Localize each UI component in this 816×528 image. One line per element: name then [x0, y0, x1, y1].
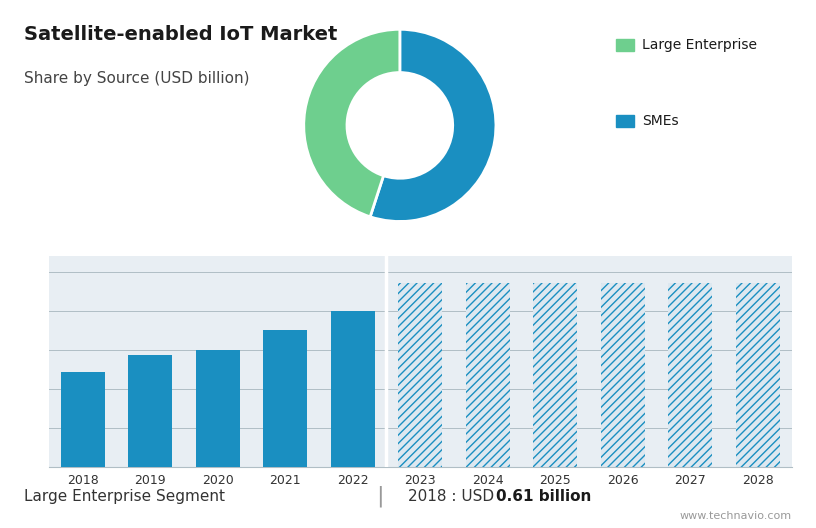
Wedge shape [370, 29, 496, 221]
Text: 0.61 billion: 0.61 billion [496, 488, 592, 504]
Bar [736, 282, 780, 467]
Bar [668, 282, 712, 467]
Bar [534, 282, 577, 467]
Bar [264, 329, 307, 467]
Text: SMEs: SMEs [642, 114, 679, 128]
Bar [616, 115, 634, 127]
Wedge shape [304, 29, 400, 217]
Bar [128, 355, 172, 467]
Text: www.technavio.com: www.technavio.com [680, 511, 792, 521]
Bar [466, 282, 510, 467]
Bar [196, 350, 240, 467]
Bar [601, 282, 645, 467]
Text: Large Enterprise: Large Enterprise [642, 37, 757, 52]
Bar [534, 282, 577, 467]
Bar [330, 311, 375, 467]
Bar [466, 282, 510, 467]
Bar [616, 39, 634, 51]
Bar [736, 282, 780, 467]
Bar [398, 282, 442, 467]
Text: Share by Source (USD billion): Share by Source (USD billion) [24, 71, 250, 86]
Bar [668, 282, 712, 467]
Text: Satellite-enabled IoT Market: Satellite-enabled IoT Market [24, 25, 338, 44]
Bar [60, 372, 104, 467]
Bar [601, 282, 645, 467]
Text: 2018 : USD: 2018 : USD [408, 488, 499, 504]
Bar [398, 282, 442, 467]
Text: Large Enterprise Segment: Large Enterprise Segment [24, 488, 225, 504]
Text: |: | [375, 485, 384, 507]
